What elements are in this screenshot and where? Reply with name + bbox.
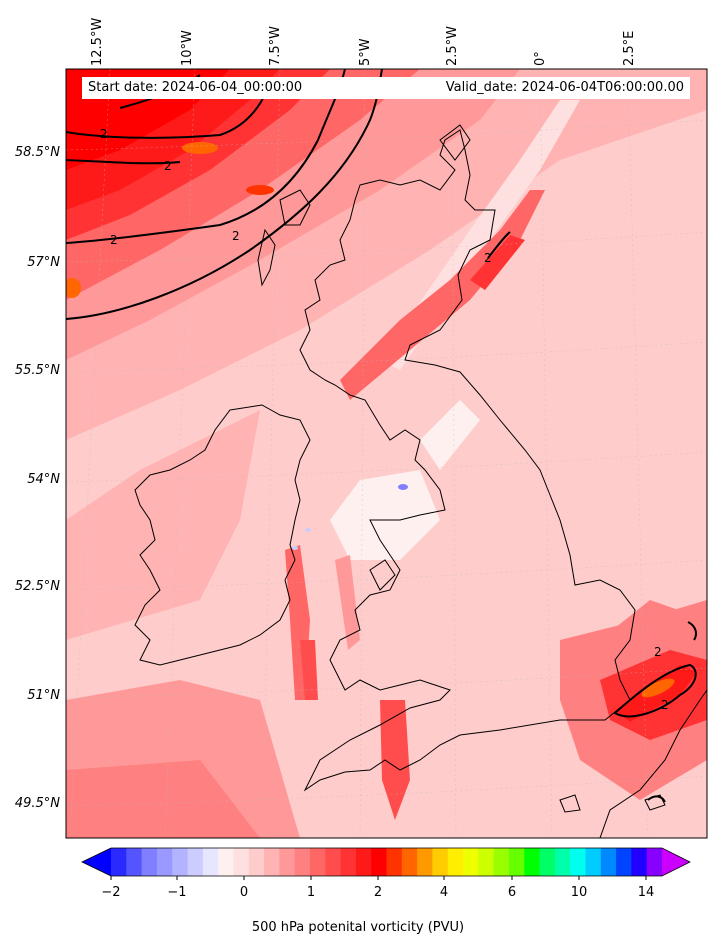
colorbar-tick: 0 <box>239 885 249 900</box>
colorbar-segment <box>401 848 418 876</box>
colorbar-segment <box>646 848 663 876</box>
colorbar-segment <box>508 848 525 876</box>
colorbar-segment <box>600 848 617 876</box>
lat-label: 51°N <box>27 688 60 703</box>
colorbar-tick: 4 <box>439 885 449 900</box>
colorbar-segment <box>325 848 342 876</box>
colorbar-tick: 10 <box>570 885 588 900</box>
lat-label: 49.5°N <box>14 796 60 811</box>
contour-label: 2 <box>164 159 172 173</box>
colorbar-segment <box>218 848 234 876</box>
colorbar-segment <box>202 848 219 876</box>
lon-label: 5°W <box>358 38 373 66</box>
colorbar-segment <box>279 848 296 876</box>
contour-label: 2 <box>100 127 108 141</box>
lat-label: 54°N <box>27 472 60 487</box>
colorbar-segment <box>585 848 602 876</box>
colorbar-segment <box>478 848 495 876</box>
colorbar-tick: 1 <box>306 885 316 900</box>
colorbar <box>81 847 691 880</box>
colorbar-segment <box>233 848 250 876</box>
colorbar-segment <box>126 848 143 876</box>
colorbar-segment <box>386 848 403 876</box>
valid-date: Valid_date: 2024-06-04T06:00:00.00 <box>445 80 684 95</box>
coastlines <box>134 124 707 838</box>
lon-label: 12.5°W <box>90 17 105 66</box>
colorbar-segment <box>264 848 280 876</box>
colorbar-tick: −2 <box>101 885 121 900</box>
map-frame <box>65 68 708 839</box>
colorbar-tick: −1 <box>167 885 187 900</box>
lat-label: 57°N <box>27 255 60 270</box>
contour-label: 2 <box>232 229 240 243</box>
colorbar-segment <box>463 848 479 876</box>
colorbar-segment <box>355 848 372 876</box>
colorbar-segment <box>432 848 449 876</box>
start-date: Start date: 2024-06-04_00:00:00 <box>88 80 303 95</box>
colorbar-segment <box>156 848 173 876</box>
contour-label: 2 <box>484 251 492 265</box>
colorbar-segment <box>570 848 586 876</box>
contour-labels: 2 2 2 2 2 2 2 <box>100 127 669 712</box>
lon-label: 2.5°W <box>445 25 460 66</box>
colorbar-segment <box>309 848 326 876</box>
colorbar-extend-min <box>82 848 111 876</box>
colorbar-segment <box>539 848 556 876</box>
colorbar-segment <box>524 848 541 876</box>
contour-label: 2 <box>110 233 118 247</box>
colorbar-tick: 14 <box>637 885 655 900</box>
lon-label: 10°W <box>180 30 195 66</box>
vorticity-field: 2 2 2 2 2 2 2 <box>66 69 707 838</box>
lat-label: 52.5°N <box>14 579 60 594</box>
colorbar-segment <box>340 848 357 876</box>
colorbar-segment <box>554 848 571 876</box>
colorbar-tick: 6 <box>507 885 517 900</box>
lon-label: 7.5°W <box>268 25 283 66</box>
date-banner: Start date: 2024-06-04_00:00:00 Valid_da… <box>82 77 690 99</box>
colorbar-segment <box>294 848 311 876</box>
colorbar-segment <box>111 848 127 876</box>
colorbar-segment <box>447 848 464 876</box>
lat-label: 55.5°N <box>14 363 60 378</box>
colorbar-segment <box>248 848 265 876</box>
lon-label: 2.5°E <box>622 30 637 66</box>
lat-label: 58.5°N <box>14 145 60 160</box>
colorbar-segment <box>371 848 387 876</box>
colorbar-segment <box>141 848 158 876</box>
colorbar-tick: 2 <box>373 885 383 900</box>
colorbar-segment <box>616 848 632 876</box>
colorbar-label: 500 hPa potenital vorticity (PVU) <box>251 920 465 935</box>
contour-label: 2 <box>654 645 662 659</box>
colorbar-segment <box>187 848 204 876</box>
colorbar-segment <box>631 848 648 876</box>
lon-label: 0° <box>533 51 548 66</box>
colorbar-segment <box>172 848 189 876</box>
contour-label: 2 <box>661 698 669 712</box>
colorbar-extend-max <box>662 848 690 876</box>
colorbar-segment <box>417 848 433 876</box>
colorbar-segment <box>493 848 510 876</box>
